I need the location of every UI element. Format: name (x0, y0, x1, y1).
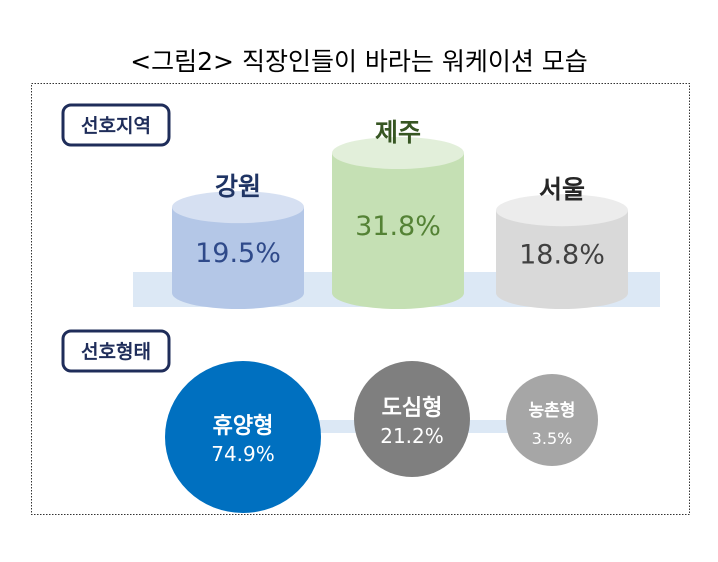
type-circle-2: 도심형 21.2% (354, 361, 470, 477)
type-circle-shape (354, 361, 470, 477)
cylinder-top (332, 137, 464, 169)
type-circle-shape (165, 361, 321, 513)
region-badge-label: 선호지역 (81, 115, 151, 137)
type-badge (61, 329, 171, 373)
type-circle-value: 3.5% (532, 429, 573, 448)
cylinder-value: 19.5% (195, 238, 281, 269)
type-circle-value: 21.2% (380, 424, 444, 448)
cylinder-value: 31.8% (355, 211, 441, 242)
type-circle-label: 도심형 (382, 396, 443, 421)
type-circle-value: 74.9% (211, 442, 275, 466)
type-badge-label: 선호형태 (81, 341, 151, 363)
cylinder-body (496, 210, 628, 309)
cylinder-body (332, 153, 464, 309)
cylinder-top (496, 194, 628, 227)
type-circle-shape (506, 374, 598, 466)
cylinder-label: 제주 (375, 118, 421, 147)
cylinder-value: 18.8% (519, 240, 605, 271)
type-circle-3: 농촌형 3.5% (506, 374, 598, 466)
type-circle-label: 휴양형 (213, 414, 274, 439)
cylinder-1: 강원 19.5% (172, 172, 304, 309)
frame-border (31, 83, 690, 515)
figure-title: <그림2> 직장인들이 바라는 워케이션 모습 (130, 47, 588, 76)
region-badge (61, 103, 171, 147)
type-circle-label: 농촌형 (529, 400, 576, 421)
cylinder-body (172, 207, 304, 309)
cylinder-label: 강원 (215, 172, 261, 201)
type-circle-1: 휴양형 74.9% (165, 361, 321, 513)
cylinder-top (172, 191, 304, 224)
cylinder-2: 제주 31.8% (332, 118, 464, 309)
cylinder-3: 서울 18.8% (496, 175, 628, 309)
cylinder-label: 서울 (539, 175, 585, 204)
